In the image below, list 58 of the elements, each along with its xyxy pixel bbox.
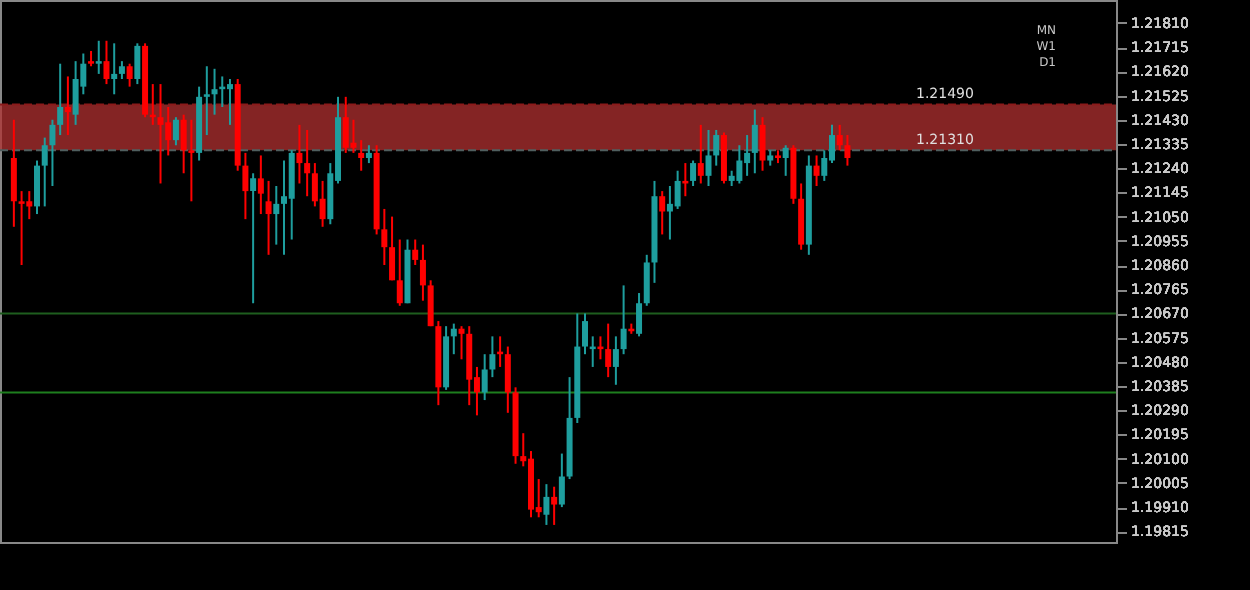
candlestick [396, 238, 403, 307]
candlestick [288, 149, 295, 241]
candlestick [34, 159, 41, 216]
candlestick [389, 215, 396, 282]
candlestick [358, 139, 365, 172]
candlestick [350, 118, 357, 154]
candlestick [744, 134, 751, 177]
candlestick [134, 42, 141, 86]
candlestick [504, 345, 511, 414]
candlestick [551, 485, 558, 526]
candlestick [582, 312, 589, 356]
candlestick [690, 159, 697, 188]
candlestick [419, 243, 426, 302]
candlestick [782, 144, 789, 177]
candlestick [304, 128, 311, 198]
candlestick [666, 185, 673, 241]
candlestick [466, 325, 473, 407]
candlestick [636, 292, 643, 338]
candlestick [674, 169, 681, 210]
candlestick [211, 67, 218, 116]
candlestick [111, 42, 118, 96]
candlestick [612, 335, 619, 386]
candlestick [296, 123, 303, 185]
candlestick [697, 123, 704, 185]
candlestick [157, 83, 164, 185]
candlestick [188, 118, 195, 203]
candlestick [257, 154, 264, 216]
candlestick [281, 159, 287, 256]
candlestick [103, 39, 110, 86]
candlestick [543, 483, 550, 526]
candlestick [759, 116, 766, 172]
candlestick [620, 284, 627, 356]
candlestick [751, 108, 758, 175]
candlestick [57, 62, 64, 137]
candlestick [736, 144, 743, 185]
candlestick [126, 62, 133, 88]
candlestick [798, 182, 805, 251]
candlestick [226, 77, 233, 126]
candlestick [95, 39, 102, 75]
candlestick [172, 116, 179, 147]
candlestick [273, 185, 280, 246]
candlestick [558, 452, 565, 509]
candlestick [813, 154, 820, 188]
candlestick [250, 172, 257, 305]
candlestick [342, 95, 349, 154]
candlestick [705, 128, 712, 188]
candlestick [72, 60, 79, 126]
candlestick [64, 75, 71, 137]
candlestick [203, 65, 210, 137]
candlestick [412, 238, 419, 267]
candlestick [10, 118, 17, 228]
candlestick [265, 179, 272, 256]
candlestick [659, 190, 666, 236]
candlestick [450, 322, 457, 356]
candlestick [18, 190, 25, 267]
candlestick [605, 322, 612, 379]
candlestick [319, 179, 326, 228]
candlestick [720, 131, 727, 185]
